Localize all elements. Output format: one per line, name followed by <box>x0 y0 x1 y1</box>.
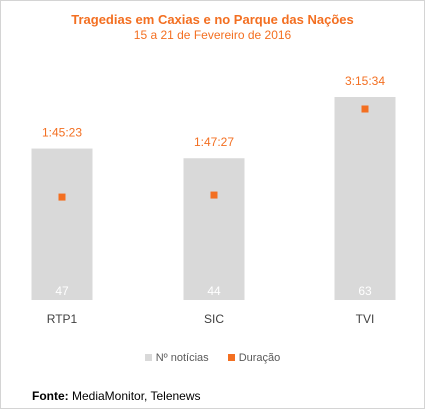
bar-value-label-tvi: 63 <box>358 284 372 298</box>
legend-swatch-noticias <box>144 354 152 361</box>
source-label: Fonte: <box>32 389 69 403</box>
chart-title: Tragedias em Caxias e no Parque das Naçõ… <box>71 12 354 27</box>
bar-value-label-sic: 44 <box>207 284 221 298</box>
duration-label-rtp1: 1:45:23 <box>42 126 82 140</box>
chart-subtitle: 15 a 21 de Fevereiro de 2016 <box>133 28 292 42</box>
category-label-sic: SIC <box>204 312 224 326</box>
source-text: MediaMonitor, Telenews <box>72 389 201 403</box>
category-label-tvi: TVI <box>356 312 375 326</box>
duration-label-sic: 1:47:27 <box>194 135 234 149</box>
chart-legend: Nº notícias Duração <box>0 352 425 364</box>
bar-sic <box>183 158 245 300</box>
duration-point-sic <box>210 191 218 199</box>
duration-label-tvi: 3:15:34 <box>345 74 385 88</box>
source-note: Fonte: MediaMonitor, Telenews <box>32 389 201 403</box>
legend-label-noticias: Nº notícias <box>155 352 209 364</box>
legend-label-duracao: Duração <box>238 352 281 364</box>
duration-point-rtp1 <box>58 193 66 201</box>
legend-item-noticias: Nº notícias <box>144 352 209 364</box>
duration-point-tvi <box>361 105 369 113</box>
category-label-rtp1: RTP1 <box>47 312 78 326</box>
bar-value-label-rtp1: 47 <box>55 284 69 298</box>
legend-item-duracao: Duração <box>227 352 281 364</box>
bar-tvi <box>334 97 396 300</box>
bar-rtp1 <box>31 148 93 300</box>
legend-swatch-duracao <box>227 354 235 361</box>
